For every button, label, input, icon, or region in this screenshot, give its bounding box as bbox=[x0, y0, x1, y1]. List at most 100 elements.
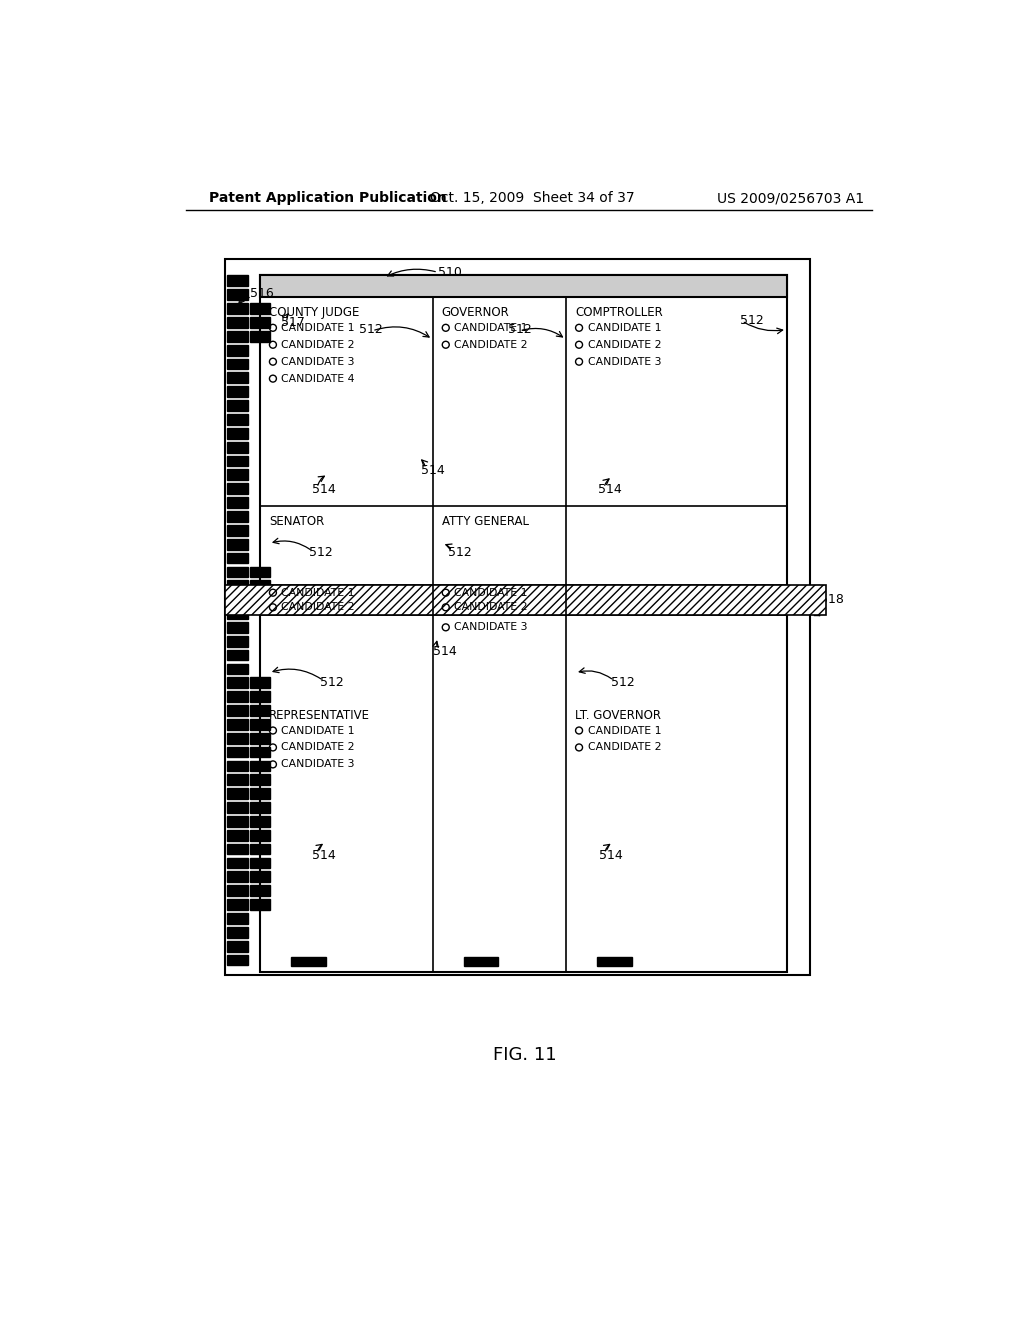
Bar bbox=[251, 775, 270, 785]
Text: CANDIDATE 3: CANDIDATE 3 bbox=[455, 622, 527, 632]
Bar bbox=[227, 816, 248, 826]
Text: CANDIDATE 2: CANDIDATE 2 bbox=[455, 339, 527, 350]
Text: CANDIDATE 1: CANDIDATE 1 bbox=[455, 587, 527, 598]
Text: Patent Application Publication: Patent Application Publication bbox=[209, 191, 447, 206]
Bar bbox=[227, 594, 248, 605]
Text: CANDIDATE 3: CANDIDATE 3 bbox=[282, 759, 355, 770]
Bar bbox=[227, 843, 248, 854]
Bar bbox=[227, 442, 248, 453]
Bar bbox=[251, 760, 270, 771]
Text: 512: 512 bbox=[359, 323, 383, 335]
Text: 516: 516 bbox=[251, 286, 274, 300]
Bar bbox=[227, 317, 248, 327]
Text: 512: 512 bbox=[508, 323, 531, 335]
Bar bbox=[227, 913, 248, 924]
Bar bbox=[227, 387, 248, 397]
Bar bbox=[251, 581, 270, 591]
Bar bbox=[227, 719, 248, 730]
Bar bbox=[227, 359, 248, 370]
Bar bbox=[227, 649, 248, 660]
Bar bbox=[251, 803, 270, 813]
Text: GOVERNOR: GOVERNOR bbox=[442, 306, 510, 319]
Bar bbox=[260, 276, 786, 973]
Bar bbox=[251, 747, 270, 758]
Bar bbox=[251, 858, 270, 869]
Bar bbox=[251, 331, 270, 342]
Bar bbox=[251, 566, 270, 577]
Bar bbox=[227, 276, 248, 286]
Bar bbox=[227, 677, 248, 688]
Bar bbox=[227, 871, 248, 882]
Bar bbox=[227, 483, 248, 494]
Text: LT. GOVERNOR: LT. GOVERNOR bbox=[575, 709, 662, 722]
Bar bbox=[227, 304, 248, 314]
Bar bbox=[251, 816, 270, 826]
Text: 510: 510 bbox=[438, 265, 462, 279]
Text: CANDIDATE 4: CANDIDATE 4 bbox=[282, 374, 355, 384]
Bar bbox=[227, 609, 248, 619]
Bar bbox=[227, 289, 248, 300]
Text: CANDIDATE 1: CANDIDATE 1 bbox=[588, 726, 662, 735]
Text: 514: 514 bbox=[421, 463, 444, 477]
Bar bbox=[227, 664, 248, 675]
Bar bbox=[227, 622, 248, 632]
Text: CANDIDATE 2: CANDIDATE 2 bbox=[282, 742, 355, 752]
Bar bbox=[251, 899, 270, 909]
Bar bbox=[260, 276, 786, 297]
Text: 512: 512 bbox=[321, 676, 344, 689]
Bar bbox=[227, 525, 248, 536]
Text: CANDIDATE 3: CANDIDATE 3 bbox=[588, 356, 662, 367]
Bar bbox=[227, 886, 248, 896]
Bar bbox=[227, 331, 248, 342]
Bar bbox=[464, 957, 499, 966]
Text: COMPTROLLER: COMPTROLLER bbox=[575, 306, 663, 319]
Text: 517: 517 bbox=[282, 315, 305, 329]
Bar bbox=[227, 830, 248, 841]
Text: 518: 518 bbox=[820, 594, 844, 606]
Bar bbox=[227, 414, 248, 425]
Text: CANDIDATE 2: CANDIDATE 2 bbox=[588, 742, 662, 752]
Bar bbox=[251, 677, 270, 688]
Bar bbox=[251, 692, 270, 702]
Text: 512: 512 bbox=[611, 676, 635, 689]
Text: CANDIDATE 2: CANDIDATE 2 bbox=[588, 339, 662, 350]
Text: SENATOR: SENATOR bbox=[269, 515, 325, 528]
Text: 512: 512 bbox=[308, 546, 333, 560]
Bar bbox=[227, 455, 248, 466]
Bar bbox=[227, 954, 248, 965]
Text: REPRESENTATIVE: REPRESENTATIVE bbox=[269, 709, 370, 722]
Bar bbox=[227, 553, 248, 564]
Text: CANDIDATE 3: CANDIDATE 3 bbox=[282, 356, 355, 367]
Bar bbox=[227, 539, 248, 549]
Bar bbox=[227, 747, 248, 758]
Text: 514: 514 bbox=[311, 483, 336, 496]
Text: CANDIDATE 1: CANDIDATE 1 bbox=[282, 323, 355, 333]
Text: 514: 514 bbox=[598, 483, 623, 496]
Bar bbox=[227, 788, 248, 799]
Bar bbox=[227, 498, 248, 508]
Bar bbox=[251, 317, 270, 327]
Text: CANDIDATE 1: CANDIDATE 1 bbox=[282, 726, 355, 735]
Text: 512: 512 bbox=[740, 314, 764, 326]
Bar bbox=[227, 566, 248, 577]
Bar bbox=[227, 803, 248, 813]
Text: ATTY GENERAL: ATTY GENERAL bbox=[442, 515, 528, 528]
Text: CANDIDATE 2: CANDIDATE 2 bbox=[455, 602, 527, 612]
Text: CANDIDATE 2: CANDIDATE 2 bbox=[282, 339, 355, 350]
Bar bbox=[227, 858, 248, 869]
Bar bbox=[227, 470, 248, 480]
Text: 514: 514 bbox=[432, 644, 457, 657]
Text: FIG. 11: FIG. 11 bbox=[493, 1047, 557, 1064]
Text: Oct. 15, 2009  Sheet 34 of 37: Oct. 15, 2009 Sheet 34 of 37 bbox=[430, 191, 635, 206]
Text: CANDIDATE 1: CANDIDATE 1 bbox=[588, 323, 662, 333]
Text: 514: 514 bbox=[599, 849, 623, 862]
Bar bbox=[227, 345, 248, 355]
Bar bbox=[251, 733, 270, 743]
Bar bbox=[227, 733, 248, 743]
Bar bbox=[251, 871, 270, 882]
Text: CANDIDATE 1: CANDIDATE 1 bbox=[455, 323, 527, 333]
Bar bbox=[251, 705, 270, 715]
Bar bbox=[251, 304, 270, 314]
Bar bbox=[227, 372, 248, 383]
Bar bbox=[227, 927, 248, 937]
